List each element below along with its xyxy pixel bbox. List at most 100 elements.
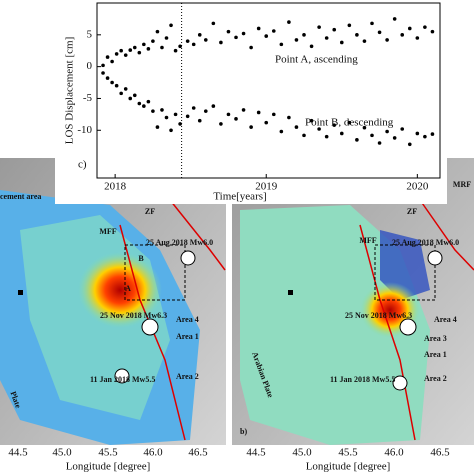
- point: [355, 33, 359, 37]
- point: [271, 29, 276, 33]
- point: [105, 76, 110, 80]
- point: [294, 38, 299, 42]
- x-tick-label: 45.0: [52, 447, 72, 459]
- map-label: 25 Nov 2018 Mw6.3: [345, 311, 412, 320]
- point: [226, 112, 231, 117]
- point: [256, 26, 261, 31]
- point: [415, 131, 420, 136]
- box: [374, 244, 436, 301]
- point: [185, 39, 190, 43]
- point: [191, 106, 196, 110]
- point: [119, 91, 123, 96]
- point: [123, 87, 128, 91]
- beachball: [141, 318, 159, 336]
- point: [317, 127, 321, 131]
- point: [279, 129, 284, 134]
- axis-band: [0, 445, 474, 474]
- point: [241, 108, 246, 112]
- fault: [169, 199, 226, 271]
- point: [146, 99, 151, 104]
- point: [178, 44, 182, 49]
- point: [160, 108, 164, 112]
- box: [124, 244, 186, 301]
- point: [332, 27, 337, 32]
- point: [271, 112, 276, 117]
- y-tick-label: 5: [87, 28, 93, 40]
- point: [114, 83, 119, 88]
- point: [234, 117, 238, 121]
- x-tick-label: 2020: [406, 181, 429, 193]
- point: [137, 101, 142, 106]
- point: [385, 38, 389, 42]
- map-label: ZF: [407, 207, 417, 216]
- point: [347, 23, 352, 28]
- point: [430, 132, 435, 136]
- point: [317, 25, 321, 29]
- beachball: [399, 318, 417, 336]
- x-axis-label: Longitude [degree]: [306, 461, 391, 473]
- point: [249, 45, 253, 50]
- beachball: [180, 250, 196, 266]
- point: [309, 44, 314, 49]
- map-label: Area 4: [176, 315, 199, 324]
- annotation: c): [78, 159, 87, 171]
- point: [302, 133, 306, 138]
- point: [279, 42, 284, 47]
- map-left: cement area MFF 25 Aug 2018 Mw6.0B A 25 Nov …: [0, 158, 226, 445]
- point: [164, 36, 169, 40]
- map-label: 11 Jan 2018 Mw5.5: [90, 375, 155, 384]
- x-axis-label: Longitude [degree]: [66, 461, 151, 473]
- point: [142, 42, 146, 47]
- point: [264, 120, 269, 125]
- x-tick-label: 2018: [104, 181, 127, 193]
- y-tick-label: -10: [77, 124, 92, 136]
- point: [249, 125, 253, 129]
- map-label: A: [125, 284, 131, 293]
- x-tick-label: 45.0: [292, 447, 312, 459]
- map-label: MFF: [359, 236, 376, 245]
- point: [169, 23, 173, 28]
- point: [164, 115, 169, 120]
- map-label: Area 2: [424, 374, 447, 383]
- point: [101, 63, 105, 68]
- chart-background: [55, 0, 447, 204]
- map-label: Area 1: [176, 332, 199, 341]
- map-label: Area 4: [434, 315, 457, 324]
- point: [128, 96, 133, 101]
- map-label: MRF: [453, 180, 471, 189]
- map-label: 11 Jan 2018 Mw5.5: [330, 375, 395, 384]
- point: [423, 25, 427, 29]
- point: [185, 114, 190, 119]
- beachball: [114, 368, 130, 384]
- map-label: Area 2: [176, 372, 199, 381]
- x-tick-label: 46.5: [430, 447, 450, 459]
- x-tick-label: 45.5: [338, 447, 358, 459]
- point: [191, 42, 196, 47]
- point: [151, 39, 155, 43]
- map-label: MFF: [99, 227, 116, 236]
- point: [302, 33, 306, 37]
- point: [123, 53, 128, 57]
- point: [347, 120, 352, 125]
- map-label: Area 1: [424, 350, 447, 359]
- point: [160, 45, 164, 50]
- map-label: 25 Aug 2018 Mw6.0: [392, 238, 459, 247]
- point: [151, 109, 155, 113]
- point: [110, 80, 114, 85]
- y-tick-label: 0: [87, 60, 93, 72]
- point: [132, 93, 137, 98]
- point: [392, 17, 397, 21]
- point: [137, 50, 142, 55]
- point: [211, 104, 216, 108]
- point: [430, 29, 435, 34]
- fault: [419, 199, 474, 271]
- marker: [288, 290, 293, 295]
- point: [203, 109, 208, 113]
- point: [339, 131, 344, 136]
- point: [377, 30, 382, 35]
- point: [287, 20, 291, 24]
- point: [241, 31, 246, 36]
- point: [155, 29, 160, 34]
- map-label: 25 Nov 2018 Mw6.3: [100, 311, 167, 320]
- point: [197, 33, 202, 37]
